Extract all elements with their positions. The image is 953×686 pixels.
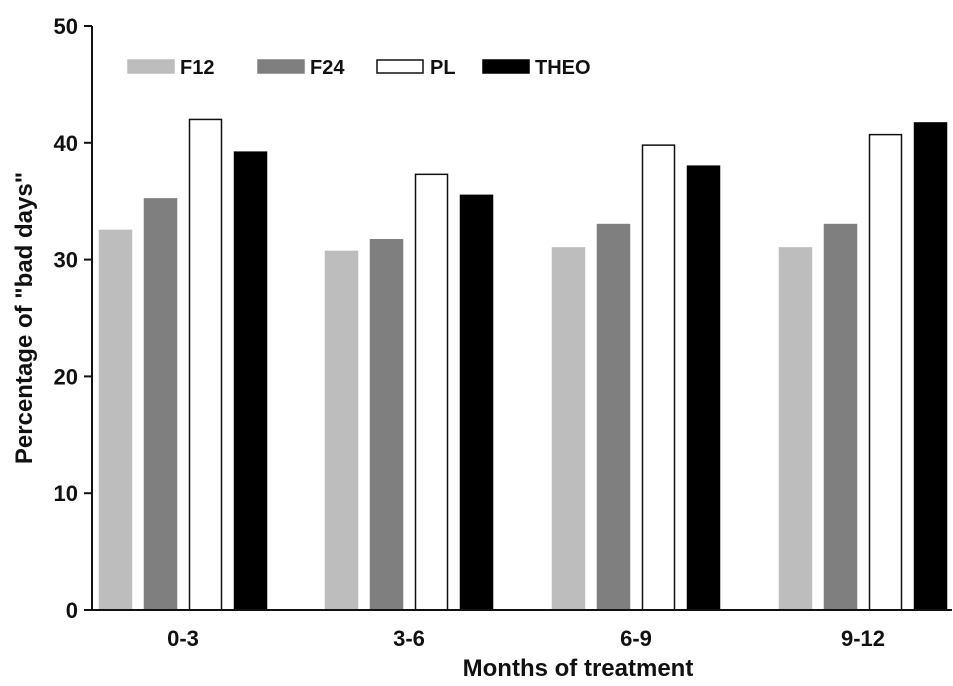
x-tick-label: 9-12: [841, 626, 885, 651]
x-tick-label: 3-6: [393, 626, 425, 651]
legend-label-f24: F24: [310, 57, 345, 79]
legend-swatch-f12: [127, 59, 175, 74]
y-tick-label: 20: [54, 364, 78, 389]
y-tick-label: 0: [66, 598, 78, 623]
axes-group: [91, 26, 952, 611]
y-tick-label: 50: [54, 14, 78, 39]
legend-swatch-pl: [376, 59, 424, 74]
bar-pl-0-3: [188, 118, 223, 611]
bar-theo-0-3: [233, 151, 268, 611]
bar-f12-3-6: [324, 250, 359, 611]
bars-group: [98, 118, 948, 611]
bar-f24-6-9: [596, 223, 631, 611]
y-tick-label: 40: [54, 131, 78, 156]
bar-f12-9-12: [778, 247, 813, 611]
legend-swatch-f24: [257, 59, 305, 74]
legend-label-f12: F12: [180, 57, 214, 79]
y-tick-label: 30: [54, 248, 78, 273]
x-tick-label: 6-9: [620, 626, 652, 651]
bar-theo-6-9: [686, 165, 721, 611]
bar-f12-6-9: [551, 247, 586, 611]
bar-f24-0-3: [143, 198, 178, 611]
bar-pl-6-9: [641, 144, 676, 611]
bar-f24-9-12: [823, 223, 858, 611]
y-ticks: 0 10 20 30 40 50: [54, 14, 92, 623]
legend: F12 F24 PL THEO: [127, 57, 591, 79]
x-axis-title: Months of treatment: [463, 655, 694, 681]
legend-label-pl: PL: [430, 57, 456, 79]
bar-theo-3-6: [459, 194, 494, 611]
x-ticks: 0-3 3-6 6-9 9-12: [167, 626, 885, 651]
y-tick-label: 10: [54, 481, 78, 506]
bar-theo-9-12: [913, 122, 948, 611]
legend-swatch-theo: [482, 59, 530, 74]
bar-pl-9-12: [868, 133, 903, 611]
bar-pl-3-6: [414, 173, 449, 611]
legend-label-theo: THEO: [535, 57, 591, 79]
y-axis-title: Percentage of "bad days": [11, 172, 38, 464]
bar-f24-3-6: [369, 238, 404, 611]
x-tick-label: 0-3: [167, 626, 199, 651]
bar-f12-0-3: [98, 229, 133, 611]
